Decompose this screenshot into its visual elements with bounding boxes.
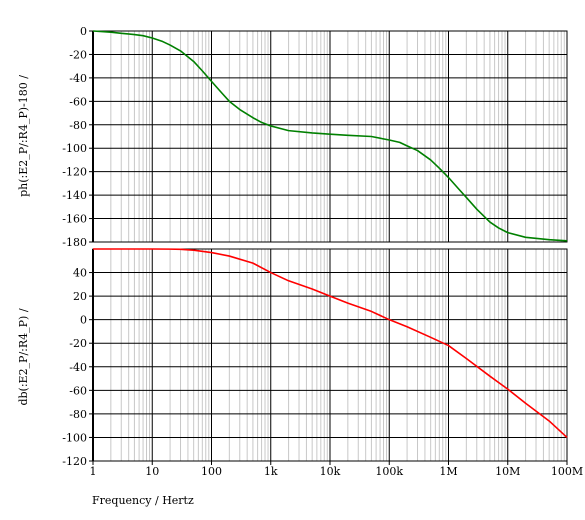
magnitude-y-tick-label: -20 [69,337,87,350]
x-tick-label: 1k [264,465,278,478]
phase-series-line [92,30,568,242]
phase-y-tick-label: -40 [69,72,87,85]
magnitude-y-tick-label: -40 [69,361,87,374]
phase-y-tick-label: -120 [62,166,87,179]
magnitude-y-tick-label: -60 [69,384,87,397]
magnitude-y-tick-label: 20 [73,290,87,303]
phase-y-tick-label: -20 [69,48,87,61]
phase-y-tick-label: -160 [62,213,87,226]
x-tick-label: 100k [375,465,403,478]
phase-y-tick-label: -100 [62,142,87,155]
magnitude-y-tick-label: -120 [62,455,87,468]
magnitude-y-tick-label: -80 [69,408,87,421]
x-tick-label: 1 [90,465,97,478]
magnitude-y-tick-label: -100 [62,431,87,444]
x-tick-label: 10M [495,465,520,478]
top-y-axis-title: ph(:E2_P/:R4_P)-180 / [17,75,30,197]
x-tick-label: 10 [145,465,159,478]
bottom-y-axis-title: db(:E2_P/:R4_P) / [17,308,30,405]
magnitude-y-tick-label: 0 [80,314,87,327]
x-tick-label: 10k [320,465,341,478]
magnitude-y-tick-label: 40 [73,267,87,280]
x-tick-label: 1M [439,465,457,478]
phase-y-tick-label: -140 [62,189,87,202]
x-axis-title: Frequency / Hertz [92,494,194,507]
x-tick-label: 100M [551,465,583,478]
x-tick-label: 100 [201,465,222,478]
magnitude-series-line [93,248,568,439]
phase-y-tick-label: -180 [62,236,87,249]
phase-y-tick-label: -80 [69,119,87,132]
phase-y-tick-label: 0 [80,25,87,38]
phase-panel: 0 -20 -40 -60 -80 -100 -120 -140 -160 -180 [62,25,568,249]
phase-y-tick-label: -60 [69,95,87,108]
